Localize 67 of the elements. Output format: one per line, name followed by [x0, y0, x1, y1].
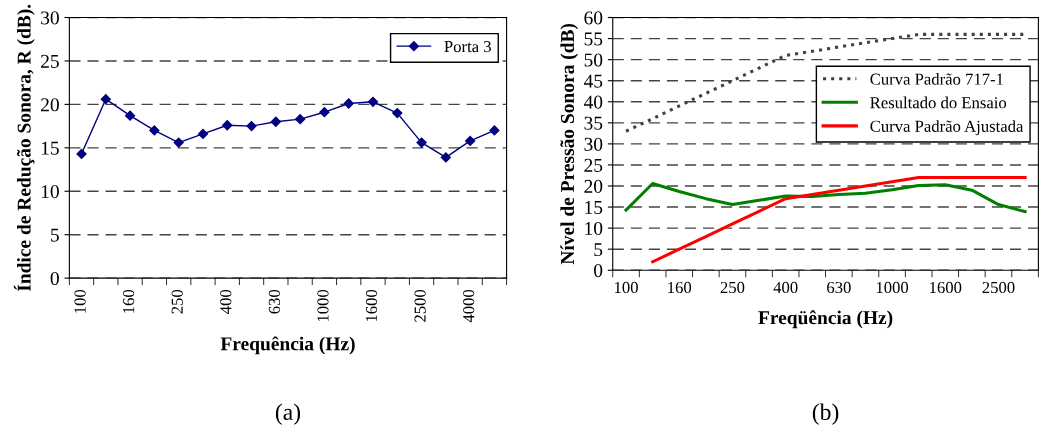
x-tick-label: 4000 [463, 289, 475, 323]
point [173, 137, 184, 148]
x-tick-label: 250 [171, 289, 183, 314]
y-tick-label: 15 [41, 141, 59, 155]
point [76, 148, 87, 160]
y-tick-label: 10 [585, 221, 603, 236]
point [197, 128, 209, 140]
y-tick-label: 5 [51, 228, 59, 242]
text: (b) [812, 403, 839, 425]
y-tick-label: 35 [584, 116, 603, 130]
legend-label: Curva Padrão 717-1 [870, 73, 1003, 85]
y-tick-label: 25 [584, 158, 603, 172]
x-tick-label: 400 [773, 281, 798, 294]
x-tick-label: 2500 [414, 289, 426, 322]
y-tick-label: 15 [585, 200, 603, 214]
x-axis-title: Frequência (Hz) [220, 336, 355, 355]
y-tick-label: 10 [41, 185, 59, 199]
y-tick-label: 30 [41, 11, 59, 25]
point [149, 125, 160, 136]
point [392, 107, 403, 119]
x-tick-label: 400 [220, 289, 232, 314]
y-tick-label: 45 [583, 74, 603, 88]
point [465, 135, 476, 146]
point [222, 120, 233, 131]
x-tick-label: 250 [720, 281, 745, 294]
y-tick-label: 60 [584, 11, 603, 25]
point [416, 137, 427, 148]
x-tick-label: 1600 [930, 281, 962, 294]
legend-label: Porta 3 [444, 40, 491, 53]
point [124, 110, 136, 121]
y-axis-title: Índice de Redução Sonora, R (dB). [13, 4, 35, 292]
point [489, 125, 500, 136]
point [343, 98, 354, 109]
legend-label: Resultado do Ensaio [870, 96, 1007, 109]
x-tick-label: 1000 [876, 281, 909, 294]
y-tick-label: 20 [584, 179, 603, 193]
y-tick-label: 0 [50, 271, 59, 286]
y-tick-label: 55 [584, 32, 603, 46]
point [319, 107, 330, 118]
x-tick-label: 100 [74, 289, 86, 313]
x-tick-label: 1600 [365, 289, 378, 322]
x-tick-label: 1000 [317, 289, 329, 322]
y-tick-label: 50 [584, 53, 603, 67]
point [246, 120, 257, 132]
y-axis-title: Nível de Pressão Sonora (dB) [560, 23, 579, 265]
y-tick-label: 30 [584, 137, 603, 151]
line-series [651, 176, 1027, 264]
x-tick-label: 160 [123, 289, 135, 313]
point [100, 94, 111, 105]
x-tick-label: 160 [668, 281, 692, 294]
y-tick-label: 40 [583, 95, 603, 109]
text: (a) [275, 403, 301, 425]
x-tick-label: 2500 [982, 281, 1015, 294]
point [367, 96, 379, 107]
x-tick-label: 100 [615, 281, 638, 294]
legend-label: Curva Padrão Ajustada [870, 120, 1024, 136]
point [270, 116, 281, 127]
y-tick-label: 0 [594, 264, 603, 278]
x-axis-title: Freqüência (Hz) [758, 310, 893, 329]
line-series [624, 181, 1027, 214]
y-tick-label: 25 [41, 54, 59, 68]
y-tick-label: 5 [594, 243, 603, 257]
x-tick-label: 630 [268, 289, 280, 314]
x-tick-label: 630 [827, 281, 851, 294]
point [440, 152, 451, 163]
point [295, 114, 306, 125]
y-tick-label: 20 [41, 98, 59, 112]
